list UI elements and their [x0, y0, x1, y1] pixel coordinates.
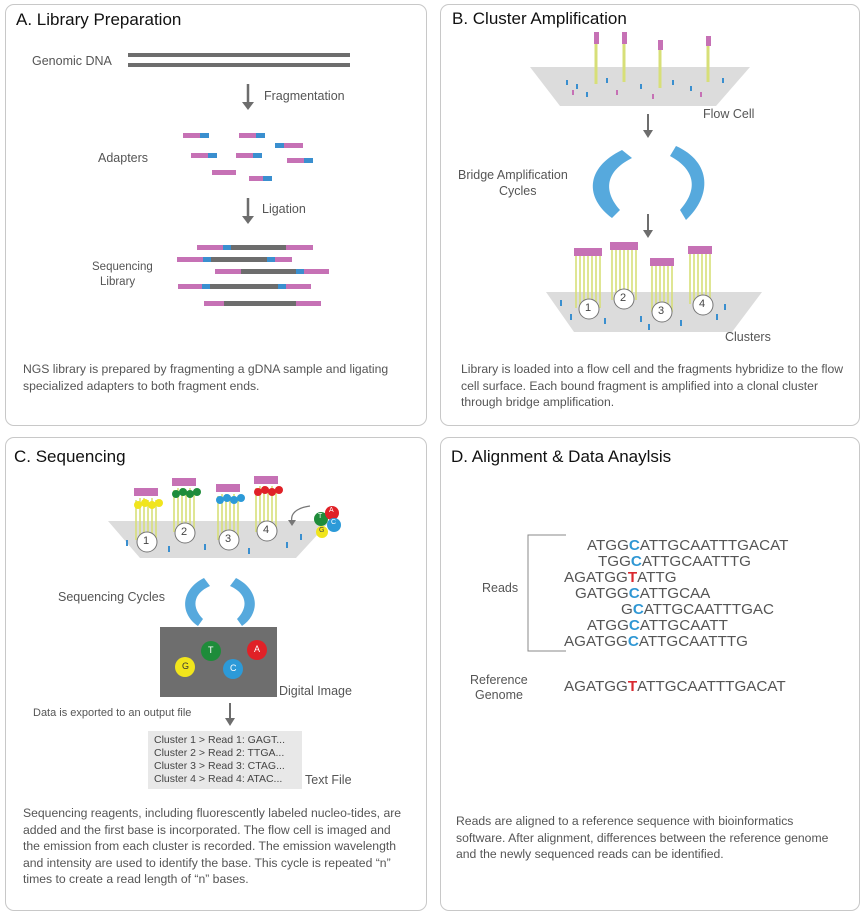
panel-a-title: A. Library Preparation: [16, 10, 182, 29]
text-file-output: Cluster 1 > Read 1: GAGT... Cluster 2 > …: [148, 731, 302, 789]
panel-library-preparation: [5, 4, 427, 426]
reference-label-2: Genome: [475, 688, 523, 702]
text-file-line: Cluster 1 > Read 1: GAGT...: [154, 734, 286, 746]
read-5: GCATTGCAATTTGAC: [621, 601, 775, 618]
clusters-label: Clusters: [725, 330, 771, 344]
seq-cluster-3: 3: [225, 533, 232, 545]
image-base-c: C: [230, 663, 237, 673]
nucleotide-t: T: [318, 513, 323, 520]
nucleotide-a: A: [329, 507, 334, 514]
panel-b-title: B. Cluster Amplification: [452, 9, 627, 28]
cluster-number-4: 4: [699, 298, 706, 310]
read-6: ATGGCATTGCAATT: [587, 617, 728, 634]
export-arrow: [225, 703, 235, 726]
sequencing-cycle-arrows: [185, 578, 255, 626]
panel-c-description: Sequencing reagents, including fluoresce…: [23, 806, 402, 886]
clusters-illustration: [546, 242, 762, 332]
ligation-label: Ligation: [262, 202, 306, 216]
text-file-line: Cluster 3 > Read 3: CTAG...: [154, 760, 285, 772]
bridge-amplification-label-1: Bridge Amplification: [458, 168, 568, 182]
panel-d-title: D. Alignment & Data Anaylsis: [451, 447, 672, 466]
panel-a-description: NGS library is prepared by fragmenting a…: [23, 362, 389, 393]
seq-cluster-4: 4: [263, 524, 270, 536]
adapters-label: Adapters: [98, 151, 149, 165]
digital-image-label: Digital Image: [279, 684, 352, 698]
cluster-number-2: 2: [620, 292, 627, 304]
bridge-amplification-label-2: Cycles: [499, 184, 537, 198]
genomic-dna-strands: [128, 53, 350, 67]
genomic-dna-label: Genomic DNA: [32, 54, 112, 68]
nucleotide-g: G: [319, 527, 325, 534]
panel-c-title: C. Sequencing: [14, 447, 126, 466]
reads-label: Reads: [482, 581, 519, 595]
reference-label-1: Reference: [470, 673, 528, 687]
fragmentation-label: Fragmentation: [264, 89, 345, 103]
fragmentation-arrow: [242, 84, 254, 110]
sequencing-cycles-label: Sequencing Cycles: [58, 590, 166, 604]
bridge-cycle-arrows: [592, 146, 705, 220]
panel-b-description: Library is loaded into a flow cell and t…: [461, 362, 844, 409]
read-1: ATGGCATTGCAATTTGACAT: [587, 537, 789, 554]
nucleotide-c: C: [331, 519, 337, 526]
ligation-arrow: [242, 198, 254, 224]
panel-alignment: [440, 437, 860, 911]
seq-cluster-2: 2: [181, 526, 188, 538]
sequencing-library-label-1: Sequencing: [92, 261, 153, 273]
read-3: AGATGGTATTG: [564, 569, 677, 586]
flow-cell-arrow: [643, 114, 653, 138]
cluster-number-3: 3: [658, 305, 665, 317]
clusters-arrow: [643, 214, 653, 238]
reference-sequence: AGATGGTATTGCAATTTGACAT: [564, 678, 786, 695]
flow-cell-label: Flow Cell: [703, 107, 755, 121]
image-base-a: A: [254, 644, 261, 654]
sequencing-library-fragments: [177, 245, 329, 306]
export-label: Data is exported to an output file: [33, 707, 192, 719]
image-base-g: G: [182, 661, 190, 671]
read-2: TGGCATTGCAATTTG: [598, 553, 751, 570]
adapter-fragments: [183, 133, 313, 181]
digital-image: [160, 627, 277, 697]
text-file-line: Cluster 2 > Read 2: TTGA...: [154, 747, 285, 759]
sequencing-library-label-2: Library: [100, 276, 136, 288]
text-file-line: Cluster 4 > Read 4: ATAC...: [154, 773, 283, 785]
read-4: GATGGCATTGCAA: [575, 585, 711, 602]
panel-d-description: Reads are aligned to a reference sequenc…: [456, 814, 829, 861]
cluster-number-1: 1: [585, 302, 592, 314]
seq-cluster-1: 1: [143, 535, 150, 547]
sequencing-flow-cell: [108, 476, 341, 558]
text-file-label: Text File: [305, 773, 352, 787]
image-base-t: T: [208, 645, 214, 655]
read-7: AGATGGCATTGCAATTTG: [564, 633, 748, 650]
flow-cell-top: [530, 32, 750, 106]
